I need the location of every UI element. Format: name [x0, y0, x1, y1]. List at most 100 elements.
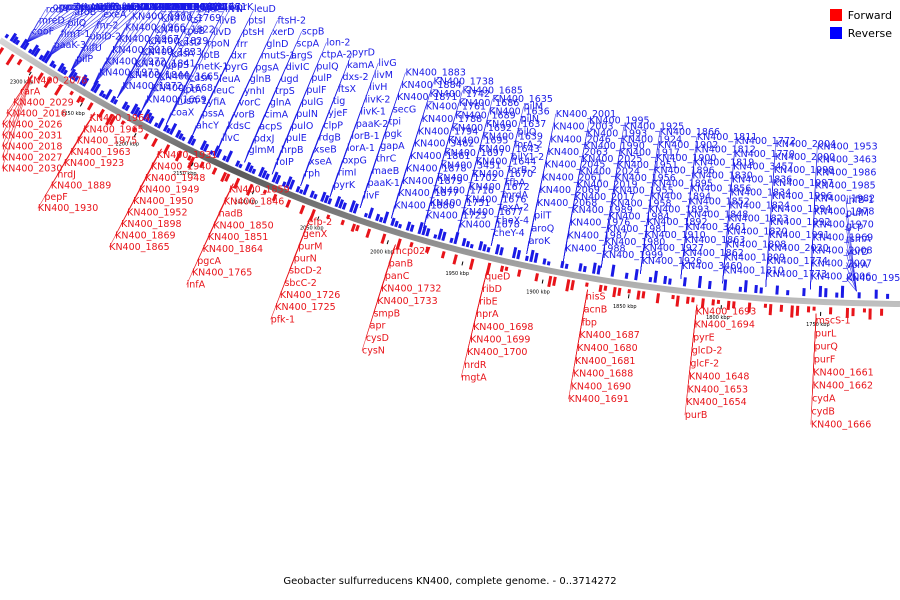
reverse-gene-label: mrdA: [503, 190, 529, 201]
forward-gene-label: panC: [385, 271, 410, 282]
reverse-gene-block: [215, 148, 223, 159]
reverse-gene-block: [441, 231, 447, 242]
reverse-gene-label: KN400_2017: [575, 192, 635, 203]
reverse-gene-block: [397, 223, 403, 229]
reverse-connector: [300, 52, 353, 187]
ruler-tick-label: 1750 kbp: [806, 322, 830, 328]
reverse-gene-label: KN400_1794: [418, 126, 478, 137]
reverse-gene-label: KN400_1844: [129, 70, 189, 81]
forward-gene-label: glcF-2: [690, 358, 719, 369]
forward-gene-label: KN400_1975: [77, 136, 137, 147]
reverse-gene-label: KN400_1695: [448, 135, 508, 146]
reverse-gene-label: KN400_1637: [486, 119, 546, 130]
reverse-connector: [191, 8, 255, 138]
reverse-gene-label: KN400_3463: [817, 155, 877, 166]
reverse-gene-label: pilP: [76, 54, 93, 65]
forward-gene-label: fbp: [582, 317, 597, 328]
ruler-ticks: 2300 kbp 2250 kbp 2200 kbp 2150 kbp 2100 kbp…: [10, 71, 830, 328]
reverse-gene-label: KN400_1742: [430, 89, 490, 100]
forward-gene-block: [365, 228, 372, 239]
reverse-gene-block: [382, 211, 390, 224]
forward-gene-block: [271, 193, 278, 202]
genome-backbone-arc: [0, 37, 900, 307]
forward-gene-block: [504, 266, 509, 272]
reverse-gene-block: [202, 143, 210, 152]
forward-gene-block: [220, 171, 228, 183]
reverse-gene-block: [178, 133, 184, 140]
reverse-gene-label: ynhI: [244, 86, 264, 97]
reverse-gene-label: exeA: [103, 9, 127, 20]
reverse-gene-label: cdsA: [189, 73, 212, 84]
reverse-gene-label: pulQ: [316, 61, 338, 72]
reverse-gene-label: KN400_1981: [607, 224, 667, 235]
reverse-gene-label: aroQ: [531, 223, 554, 234]
reverse-gene-block: [51, 63, 57, 69]
forward-gene-block: [299, 204, 306, 215]
reverse-connector: [141, 6, 203, 112]
reverse-gene-label: KN400_1980: [605, 237, 665, 248]
reverse-gene-label: lptB: [201, 50, 220, 61]
forward-gene-block: [151, 137, 158, 148]
reverse-gene-block: [162, 124, 169, 132]
forward-gene-label: purM: [298, 241, 322, 252]
reverse-gene-label: dxr: [231, 51, 247, 62]
forward-gene-block: [499, 265, 505, 273]
reverse-gene-label: KN400_1990: [584, 141, 644, 152]
reverse-gene-label: KN400_3462: [414, 139, 474, 150]
reverse-connector: [48, 6, 89, 57]
reverse-gene-label: valS: [95, 2, 115, 13]
forward-connector: [361, 244, 396, 351]
forward-gene-label: KN400_2016: [6, 108, 66, 119]
reverse-gene-label: livM: [374, 70, 393, 81]
reverse-gene-label: KN400_1924: [622, 134, 682, 145]
reverse-gene-label: KN400_1751: [430, 198, 490, 209]
forward-connector: [270, 215, 312, 320]
reverse-gene-label: rph: [304, 169, 320, 180]
forward-gene-block: [69, 90, 74, 96]
reverse-gene-block: [4, 33, 10, 39]
reverse-gene-block: [261, 170, 268, 179]
reverse-gene-block: [38, 54, 44, 61]
reverse-gene-label: iorB-2: [509, 165, 537, 176]
reverse-gene-block: [405, 221, 412, 231]
reverse-gene-block: [461, 237, 467, 247]
reverse-gene-label: KN400_1670: [473, 169, 533, 180]
reverse-gene-label: ptsH: [242, 27, 264, 38]
reverse-gene-label: KN400_1995: [589, 116, 649, 127]
forward-connector: [1, 74, 33, 169]
reverse-gene-label: recN: [81, 2, 103, 13]
reverse-connector: [680, 136, 698, 279]
reverse-gene-label: pulO: [291, 121, 313, 132]
reverse-gene-block: [524, 255, 529, 262]
forward-gene-block: [131, 126, 137, 133]
reverse-connector: [845, 239, 857, 292]
forward-gene-label: KN400_1681: [575, 356, 635, 367]
forward-gene-block: [617, 287, 622, 297]
forward-gene-label: KN400_1898: [121, 219, 181, 230]
forward-gene-block: [245, 183, 254, 196]
reverse-gene-label: ctpA-2: [321, 49, 352, 60]
reverse-gene-block: [98, 89, 105, 97]
reverse-gene-label: KN400_1974: [144, 2, 204, 13]
reverse-gene-block: [110, 95, 117, 104]
forward-gene-block: [612, 286, 617, 298]
reverse-gene-block: [70, 71, 78, 81]
reverse-gene-label: KN400_1958: [611, 199, 671, 210]
forward-gene-label: KN400_1680: [577, 343, 637, 354]
reverse-gene-block: [82, 77, 90, 87]
reverse-connector: [391, 81, 434, 219]
reverse-gene-block: [309, 190, 315, 199]
reverse-gene-label: KN400_1677: [463, 207, 523, 218]
forward-gene-label: nrdJ: [57, 169, 76, 180]
reverse-gene-label: KN400_1669: [146, 94, 206, 105]
reverse-gene-label: KN400_1834: [731, 188, 791, 199]
reverse-gene-block: [349, 200, 356, 213]
reverse-gene-label: kdsD: [177, 37, 201, 48]
reverse-gene-label: KN400_1988: [565, 243, 625, 254]
reverse-gene-label: KN400_1862: [683, 248, 743, 259]
forward-gene-label: hprA: [476, 309, 499, 320]
reverse-gene-label: mreD: [39, 15, 65, 26]
reverse-gene-label: KN400_1917: [620, 147, 680, 158]
forward-connector: [1, 74, 33, 158]
